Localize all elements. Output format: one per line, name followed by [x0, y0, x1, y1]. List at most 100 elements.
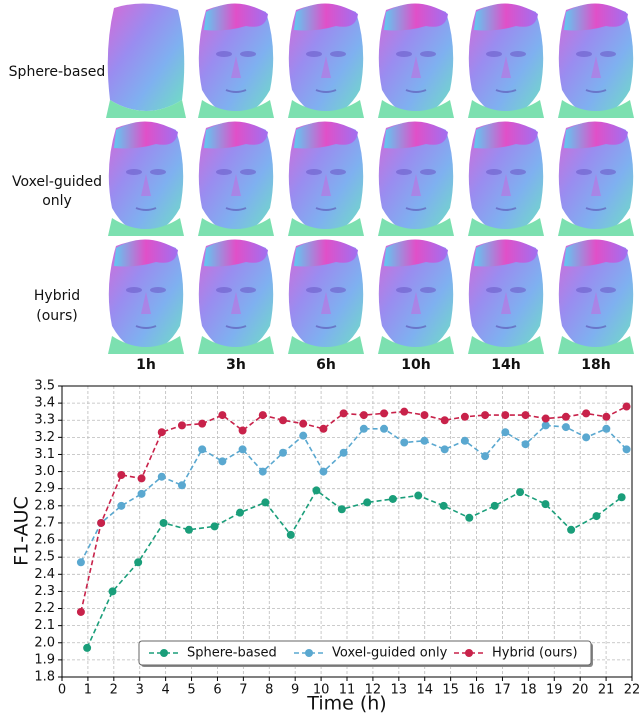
x-tick-label: 21	[598, 683, 615, 698]
data-point	[339, 448, 348, 457]
render	[377, 238, 455, 355]
render	[287, 120, 365, 237]
data-point	[159, 518, 168, 527]
data-point	[388, 494, 397, 503]
column-label: 3h	[226, 357, 246, 373]
column-label: 1h	[136, 357, 156, 373]
legend-label: Sphere-based	[187, 646, 277, 661]
data-point	[76, 607, 85, 616]
x-tick-label: 17	[494, 683, 511, 698]
data-point	[218, 457, 227, 466]
y-tick-label: 2.3	[34, 584, 55, 599]
data-point	[380, 409, 389, 418]
data-point	[210, 522, 219, 531]
data-point	[359, 411, 368, 420]
x-tick-label: 14	[416, 683, 433, 698]
data-point	[622, 445, 631, 454]
x-tick-label: 22	[624, 683, 641, 698]
data-point	[218, 411, 227, 420]
row-label: Voxel-guided	[12, 174, 102, 190]
data-point	[299, 431, 308, 440]
data-point	[363, 498, 372, 507]
data-point	[439, 501, 448, 510]
data-point	[157, 472, 166, 481]
y-tick-label: 2.7	[34, 515, 55, 530]
y-tick-label: 2.1	[34, 618, 55, 633]
data-point	[83, 643, 92, 652]
data-point	[561, 423, 570, 432]
render	[467, 238, 545, 355]
data-point	[567, 525, 576, 534]
data-point	[299, 419, 308, 428]
data-point	[258, 411, 267, 420]
data-point	[97, 518, 106, 527]
data-point	[460, 412, 469, 421]
render	[287, 2, 365, 119]
y-tick-label: 3.3	[34, 413, 55, 428]
render	[107, 238, 185, 355]
data-point	[541, 414, 550, 423]
x-tick-label: 10	[313, 683, 330, 698]
render	[557, 2, 635, 119]
render	[557, 120, 635, 237]
data-point	[420, 436, 429, 445]
data-point	[380, 424, 389, 433]
legend-label: Hybrid (ours)	[492, 646, 578, 661]
data-point	[541, 421, 550, 430]
render	[377, 2, 455, 119]
data-point	[286, 530, 295, 539]
row-label: (ours)	[36, 308, 77, 324]
series-line	[80, 405, 627, 613]
data-point	[420, 411, 429, 420]
data-point	[602, 412, 611, 421]
x-tick-label: 9	[291, 683, 299, 698]
plot-frame	[61, 385, 633, 678]
x-axis-label: Time (h)	[306, 693, 386, 715]
y-tick-label: 3.4	[34, 396, 55, 411]
data-point	[440, 416, 449, 425]
data-point	[117, 471, 126, 480]
data-point	[516, 488, 525, 497]
data-point	[460, 436, 469, 445]
column-label: 6h	[316, 357, 336, 373]
data-point	[238, 445, 247, 454]
x-tick-label: 8	[265, 683, 273, 698]
legend: Sphere-based Voxel-guided only Hybrid (our…	[138, 640, 593, 667]
y-tick-label: 3.5	[34, 379, 55, 394]
data-point	[177, 481, 186, 490]
x-tick-label: 3	[136, 683, 144, 698]
data-point	[177, 421, 186, 430]
legend-label: Voxel-guided only	[332, 646, 448, 661]
data-point	[561, 412, 570, 421]
y-tick-label: 1.8	[34, 670, 55, 685]
data-point	[134, 558, 143, 567]
data-point	[440, 445, 449, 454]
x-tick-label: 2	[110, 683, 118, 698]
data-point	[198, 419, 207, 428]
data-point	[137, 489, 146, 498]
x-tick-label: 13	[391, 683, 408, 698]
x-tick-label: 16	[468, 683, 485, 698]
y-axis-label: F1-AUC	[11, 496, 33, 566]
data-point	[108, 587, 117, 596]
y-tick-label: 2.4	[34, 567, 55, 582]
x-tick-label: 12	[365, 683, 382, 698]
x-tick-label: 15	[442, 683, 459, 698]
column-label: 10h	[401, 357, 430, 373]
data-point	[279, 416, 288, 425]
y-tick-label: 2.9	[34, 481, 55, 496]
data-point	[400, 407, 409, 416]
data-point	[238, 426, 247, 435]
x-tick-label: 20	[572, 683, 589, 698]
render	[467, 120, 545, 237]
x-tick-label: 5	[187, 683, 195, 698]
data-point	[184, 525, 193, 534]
row-label: Sphere-based	[9, 64, 106, 80]
data-point	[490, 501, 499, 510]
data-point	[359, 424, 368, 433]
y-tick-label: 2.0	[34, 635, 55, 650]
render	[197, 238, 275, 355]
data-point	[235, 508, 244, 517]
y-tick-label: 3.1	[34, 447, 55, 462]
data-point	[400, 438, 409, 447]
